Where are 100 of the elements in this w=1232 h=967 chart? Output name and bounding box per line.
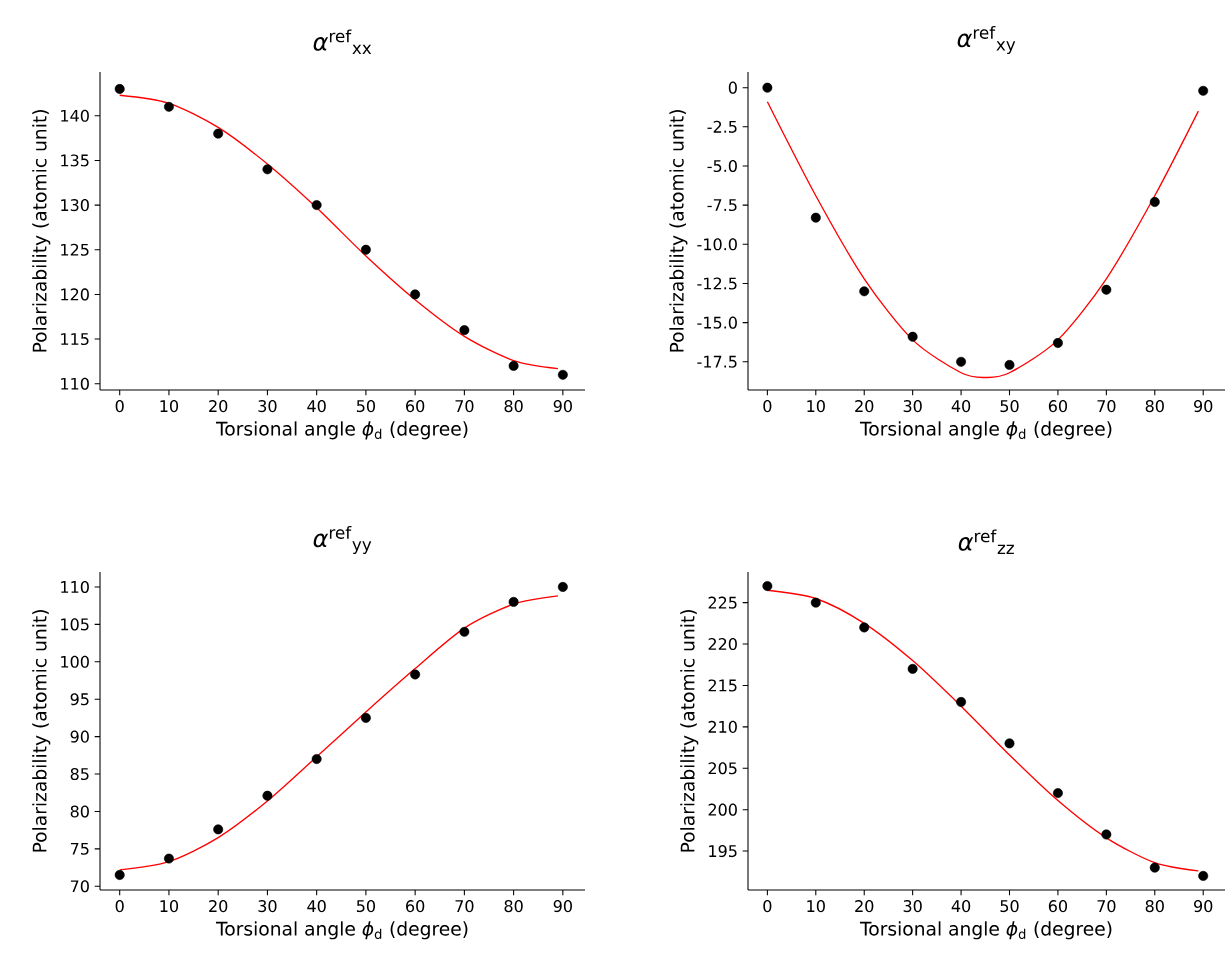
x-tick-label: 0: [763, 400, 772, 413]
y-axis-title: Polarizability (atomic unit): [669, 110, 688, 352]
point: [1149, 197, 1160, 207]
point: [956, 697, 967, 707]
x-tick-label: 50: [356, 900, 376, 913]
point: [1198, 870, 1209, 881]
y-tick-label: 85: [70, 767, 89, 781]
point: [810, 212, 821, 223]
x-tick-label: 30: [903, 900, 922, 913]
x-tick-label: 10: [807, 400, 825, 413]
x-tick-label: 90: [1194, 900, 1213, 913]
x-tick-label: 80: [504, 400, 523, 413]
point: [1198, 85, 1209, 96]
x-tick-label: 30: [903, 400, 922, 413]
y-tick-label: -2.5: [707, 120, 737, 133]
point: [213, 824, 224, 835]
point: [311, 200, 322, 211]
point: [311, 754, 322, 764]
x-tick-label: 40: [307, 900, 326, 913]
y-tick-label: 195: [709, 845, 737, 858]
point: [262, 790, 273, 801]
y-tick-label: 0: [728, 81, 737, 94]
point: [907, 663, 918, 674]
x-tick-label: 80: [1145, 400, 1164, 413]
point: [114, 870, 125, 880]
chart-title: α$^{ref}$xy: [957, 25, 1016, 54]
x-tick-label: 50: [1000, 400, 1019, 413]
point: [810, 597, 821, 608]
x-tick-label: 20: [209, 400, 228, 413]
y-tick-label: 80: [70, 805, 89, 818]
chart-title: α$^{ref}$zz: [958, 529, 1014, 554]
x-tick-label: 0: [115, 900, 124, 913]
point: [1004, 738, 1015, 749]
x-tick-label: 30: [258, 900, 277, 913]
x-tick-label: 50: [356, 400, 376, 413]
x-tick-label: 40: [307, 400, 326, 413]
point: [164, 853, 174, 864]
x-tick-label: 70: [455, 900, 474, 913]
point: [213, 128, 224, 139]
x-axis-title: Torsional angle ϕ$_{d}$ (degree): [859, 421, 1112, 440]
y-tick-label: 105: [61, 618, 89, 631]
x-tick-label: 60: [406, 400, 425, 413]
y-axis-title: Polarizability (atomic unit): [32, 110, 51, 352]
y-tick-label: 130: [61, 199, 89, 212]
x-tick-label: 90: [553, 400, 572, 413]
point: [557, 582, 568, 592]
y-tick-label: 110: [61, 580, 89, 594]
x-tick-label: 60: [406, 900, 425, 913]
x-axis-title: Torsional angle ϕ$_{d}$ (degree): [215, 921, 468, 940]
x-tick-label: 70: [455, 400, 474, 413]
point: [1052, 788, 1063, 799]
y-tick-label: 220: [708, 637, 737, 651]
y-tick-label: 90: [70, 730, 89, 743]
y-axis-title: Polarizability (atomic unit): [680, 610, 699, 852]
y-tick-label: 95: [70, 693, 89, 706]
y-tick-label: -12.5: [697, 277, 737, 290]
point: [956, 356, 967, 367]
y-tick-label: 225: [708, 596, 737, 609]
point: [410, 669, 421, 680]
point: [859, 622, 870, 633]
point: [360, 712, 371, 723]
line-series: [766, 101, 1200, 379]
y-tick-label: 205: [708, 762, 737, 775]
y-tick-label: 200: [708, 803, 737, 816]
x-axis-title: Torsional angle ϕ$_{d}$ (degree): [859, 921, 1112, 940]
x-tick-label: 40: [951, 900, 971, 913]
point: [762, 581, 773, 592]
point: [1101, 284, 1112, 295]
point: [459, 626, 470, 637]
y-tick-label: 210: [708, 720, 737, 733]
point: [410, 289, 421, 300]
y-tick-label: 215: [708, 679, 737, 692]
y-tick-label: 115: [61, 333, 89, 346]
point: [1101, 829, 1112, 840]
x-tick-label: 70: [1097, 400, 1116, 413]
chart-title: α$^{ref}$yy: [313, 525, 372, 554]
x-tick-label: 60: [1048, 900, 1068, 913]
point: [164, 101, 174, 112]
x-tick-label: 20: [855, 900, 874, 913]
y-tick-label: -7.5: [707, 199, 737, 212]
x-tick-label: 20: [209, 900, 228, 913]
chart-title: α$^{ref}$xx: [313, 29, 372, 54]
y-tick-label: -17.5: [697, 355, 737, 368]
x-tick-label: 30: [258, 400, 277, 413]
y-tick-label: -10.0: [697, 238, 737, 251]
point: [557, 369, 568, 380]
x-tick-label: 40: [951, 400, 971, 413]
x-tick-label: 80: [1145, 900, 1164, 913]
point: [459, 325, 470, 336]
point: [762, 82, 773, 93]
y-tick-label: 135: [61, 154, 89, 167]
point: [1052, 338, 1063, 348]
point: [859, 286, 870, 297]
x-tick-label: 50: [1000, 900, 1019, 913]
x-tick-label: 60: [1048, 400, 1068, 413]
x-axis-title: Torsional angle ϕ$_{d}$ (degree): [215, 421, 468, 440]
x-tick-label: 10: [160, 900, 179, 913]
y-tick-label: 75: [70, 842, 89, 855]
x-tick-label: 80: [504, 900, 523, 913]
point: [262, 164, 273, 175]
